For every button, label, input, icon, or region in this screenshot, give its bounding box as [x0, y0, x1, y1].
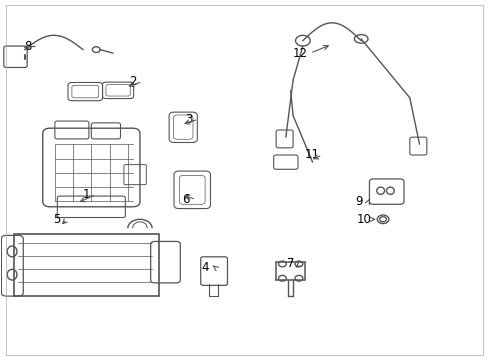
Text: 12: 12 [292, 47, 307, 60]
Text: 2: 2 [129, 75, 136, 88]
Text: 5: 5 [54, 213, 61, 226]
Text: 4: 4 [202, 261, 209, 274]
Bar [14, 234, 159, 296]
Text: 10: 10 [355, 213, 370, 226]
Text: 6: 6 [182, 193, 189, 206]
Text: 7: 7 [286, 257, 294, 270]
Text: 1: 1 [82, 188, 90, 201]
Text: 3: 3 [184, 113, 192, 126]
Text: 9: 9 [354, 195, 362, 208]
Text: 8: 8 [24, 40, 32, 53]
Text: 11: 11 [305, 148, 320, 162]
